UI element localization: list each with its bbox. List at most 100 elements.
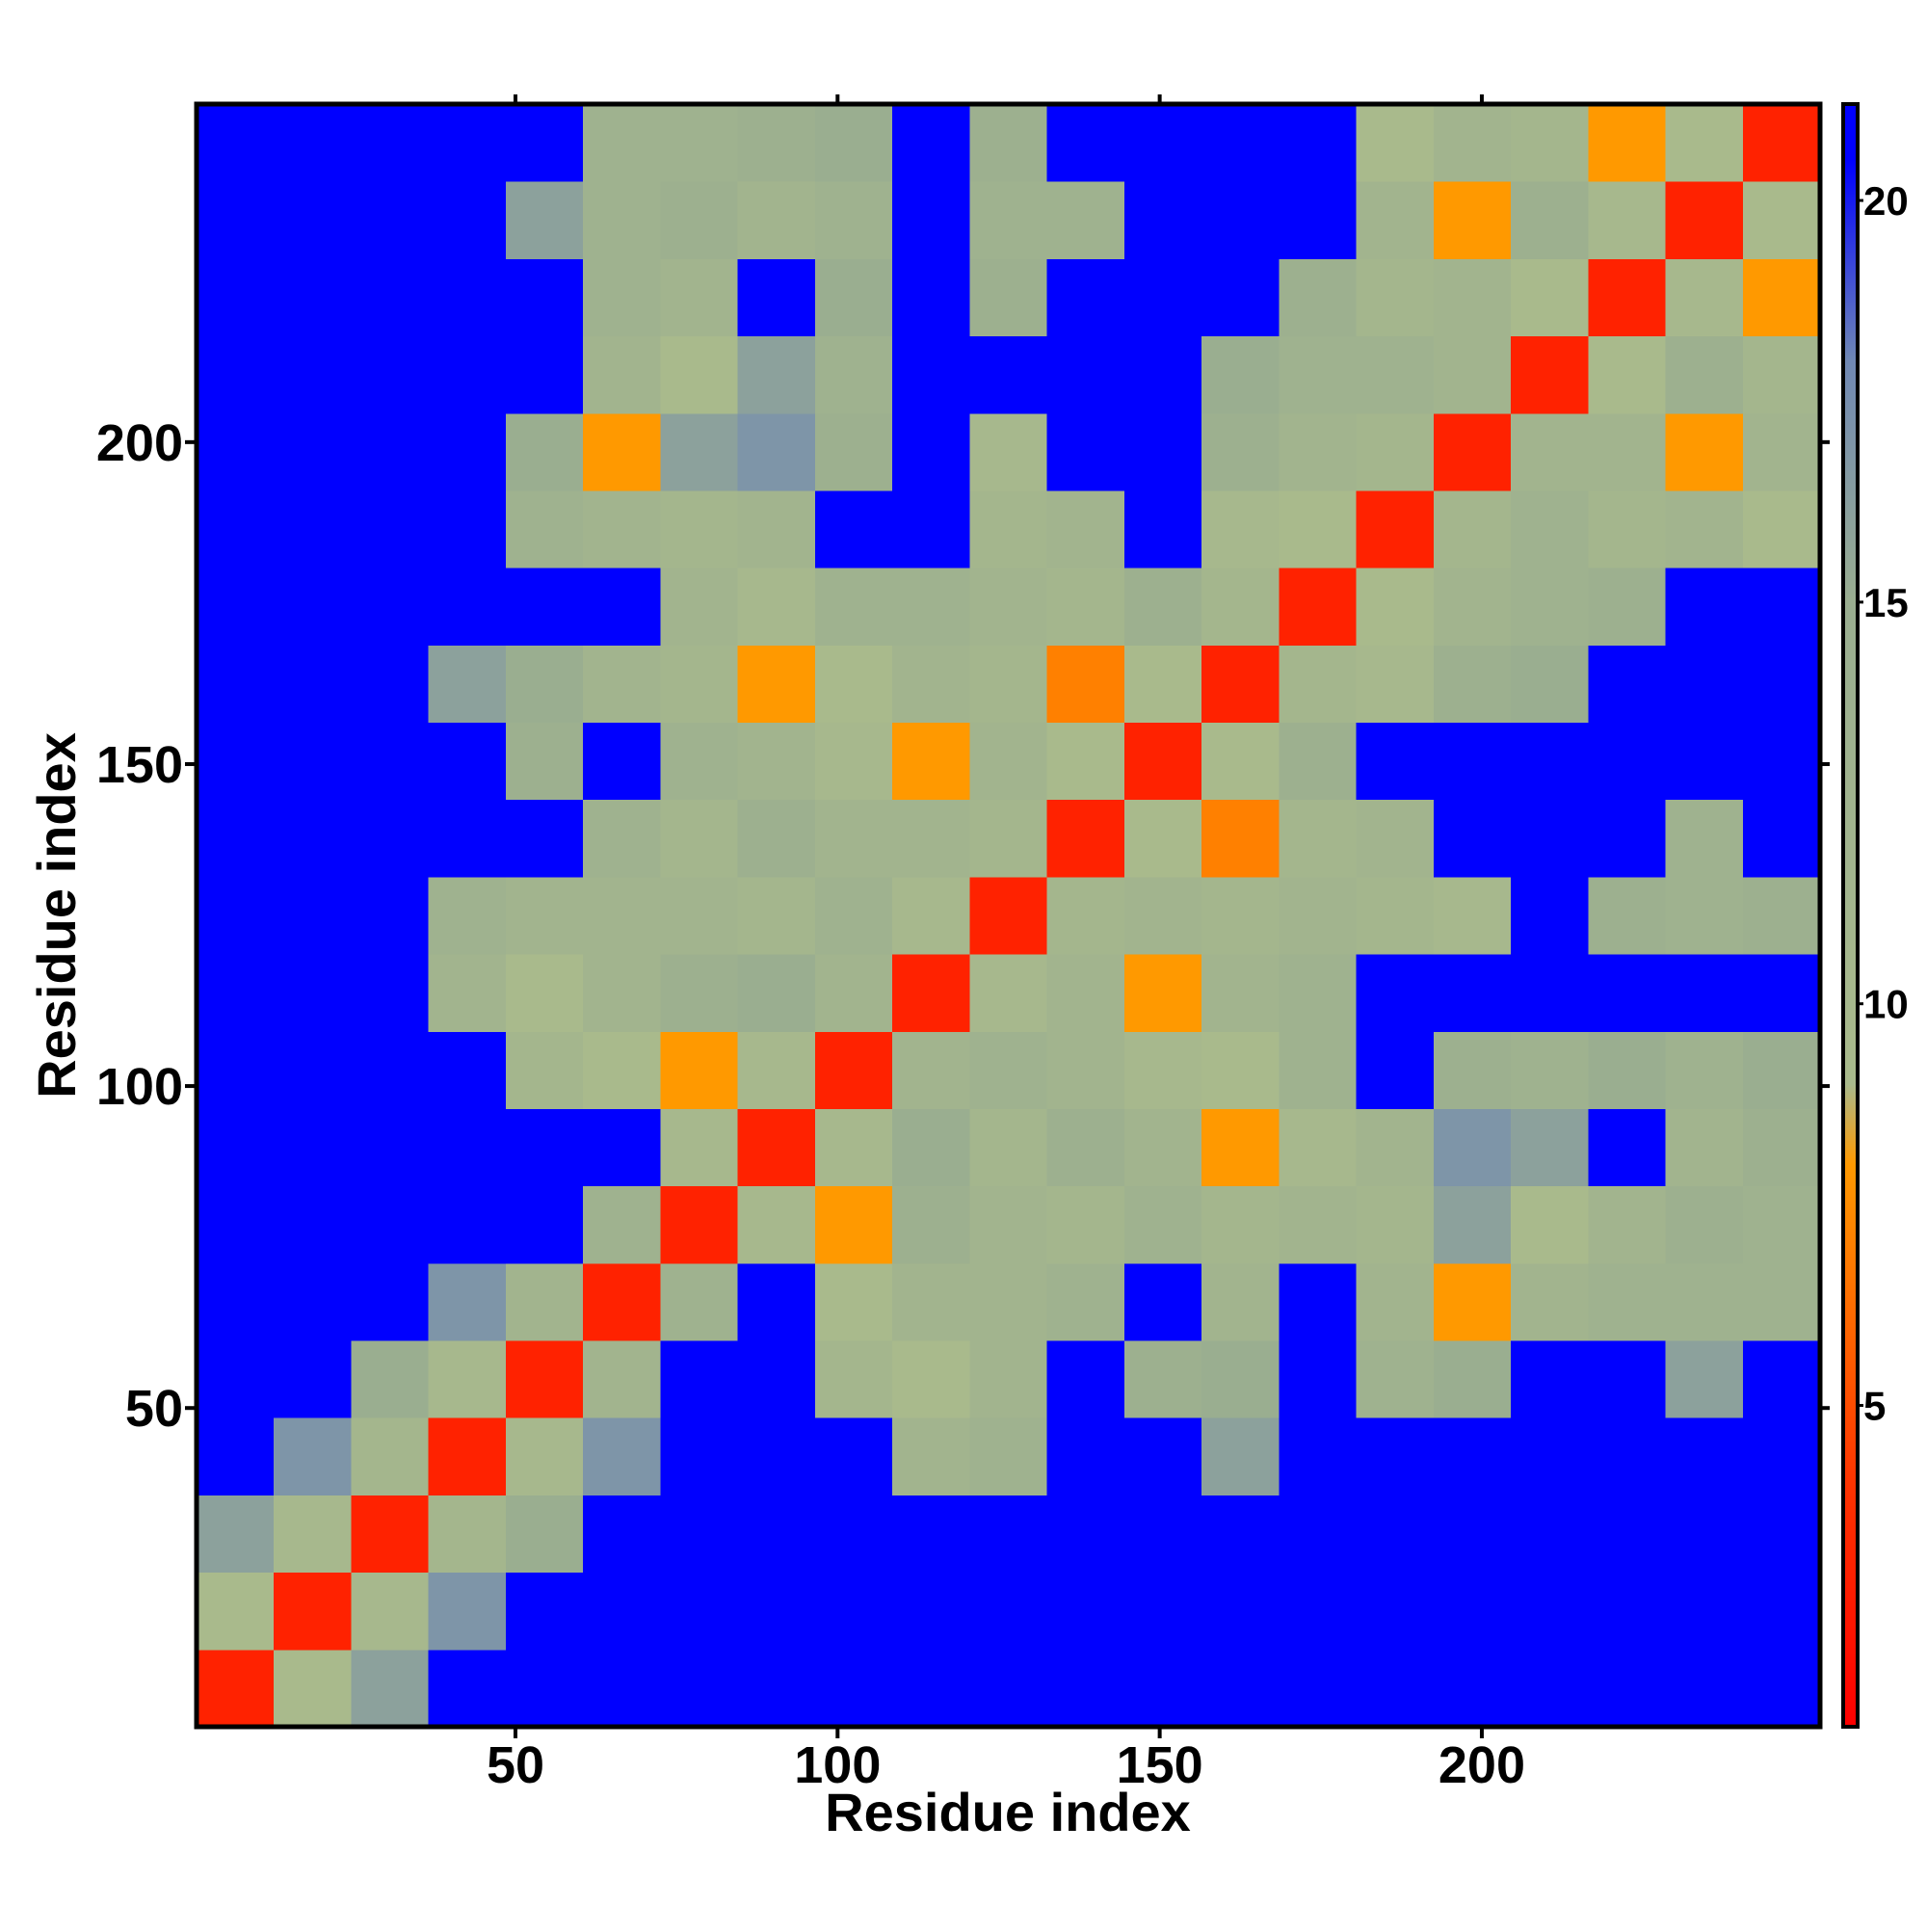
heatmap-cell <box>1665 722 1744 801</box>
heatmap-cell <box>428 645 507 724</box>
heatmap-cell <box>892 645 970 724</box>
heatmap-cell <box>814 954 893 1032</box>
heatmap-cell <box>1588 1417 1667 1495</box>
heatmap-cell <box>1046 1262 1125 1341</box>
heatmap-cell <box>1356 1108 1435 1187</box>
heatmap-cell <box>274 799 352 878</box>
heatmap-cell <box>1588 568 1667 646</box>
heatmap-cell <box>428 1108 507 1187</box>
heatmap-cell <box>428 1262 507 1341</box>
heatmap-cell <box>737 1340 816 1418</box>
heatmap-cell <box>1123 1649 1202 1728</box>
heatmap-cell <box>505 181 584 259</box>
heatmap-cell <box>1588 1262 1667 1341</box>
heatmap-cell <box>1356 1340 1435 1418</box>
heatmap-cell <box>583 722 661 801</box>
heatmap-cell <box>1433 490 1512 569</box>
heatmap-cell <box>505 954 584 1032</box>
heatmap-cell <box>505 722 584 801</box>
heatmap-cell <box>428 490 507 569</box>
heatmap-cell <box>660 1031 739 1109</box>
heatmap-cell <box>428 104 507 182</box>
heatmap-cell <box>428 799 507 878</box>
x-tick-label: 150 <box>1117 1736 1203 1794</box>
heatmap-cell <box>274 1417 352 1495</box>
heatmap-cell <box>351 104 430 182</box>
heatmap-cell <box>274 876 352 955</box>
heatmap-cell <box>1046 104 1125 182</box>
heatmap-cell <box>583 799 661 878</box>
heatmap-cell <box>969 490 1048 569</box>
heatmap-cell <box>1279 1572 1358 1651</box>
heatmap-cell <box>892 490 970 569</box>
heatmap-cell <box>428 335 507 414</box>
heatmap-cell <box>351 1108 430 1187</box>
heatmap-cell <box>1201 1262 1280 1341</box>
heatmap-cell <box>505 645 584 724</box>
heatmap-cell <box>1279 876 1358 955</box>
heatmap-cell <box>428 181 507 259</box>
heatmap-cell <box>1511 722 1589 801</box>
heatmap-cell <box>1511 1495 1589 1574</box>
heatmap-cell <box>197 1495 275 1574</box>
heatmap-cell <box>1356 1262 1435 1341</box>
heatmap-cell <box>197 799 275 878</box>
heatmap-cell <box>1201 490 1280 569</box>
heatmap-cell <box>737 181 816 259</box>
heatmap-cell <box>1201 799 1280 878</box>
heatmap-cell <box>892 1495 970 1574</box>
heatmap-cell <box>1588 412 1667 491</box>
heatmap-cell <box>892 1108 970 1187</box>
heatmap-cell <box>1279 1649 1358 1728</box>
heatmap-cell <box>583 954 661 1032</box>
heatmap-cell <box>274 1340 352 1418</box>
heatmap-cell <box>1588 1649 1667 1728</box>
heatmap-cell <box>1665 1649 1744 1728</box>
heatmap-cell <box>1046 1108 1125 1187</box>
heatmap-cell <box>1356 1185 1435 1264</box>
heatmap-cell <box>892 722 970 801</box>
heatmap-cell <box>892 1185 970 1264</box>
heatmap-cell <box>428 954 507 1032</box>
heatmap-cell <box>892 1262 970 1341</box>
heatmap-cell <box>1279 1108 1358 1187</box>
heatmap-cell <box>1433 335 1512 414</box>
heatmap-cell <box>1201 335 1280 414</box>
heatmap-cell <box>583 1185 661 1264</box>
heatmap-cell <box>1433 645 1512 724</box>
heatmap-cell <box>505 1417 584 1495</box>
heatmap-cell <box>1742 1108 1821 1187</box>
heatmap-cell <box>1511 1185 1589 1264</box>
heatmap-cell <box>197 722 275 801</box>
heatmap-cell <box>1665 1185 1744 1264</box>
heatmap-cell <box>737 799 816 878</box>
y-tick-label: 150 <box>96 736 183 794</box>
heatmap-cell <box>1511 335 1589 414</box>
heatmap-cell <box>505 258 584 337</box>
heatmap-cell <box>892 568 970 646</box>
heatmap-cell <box>274 1262 352 1341</box>
heatmap-cell <box>583 104 661 182</box>
heatmap-cell <box>660 1649 739 1728</box>
heatmap-cell <box>892 1031 970 1109</box>
heatmap-cell <box>1279 799 1358 878</box>
y-tick-label: 50 <box>125 1380 183 1438</box>
heatmap-cell <box>197 645 275 724</box>
heatmap-cells <box>197 104 1821 1728</box>
heatmap-cell <box>969 568 1048 646</box>
heatmap-cell <box>1588 1572 1667 1651</box>
heatmap-cell <box>1046 1649 1125 1728</box>
heatmap-cell <box>1511 876 1589 955</box>
heatmap-cell <box>1279 568 1358 646</box>
heatmap-cell <box>737 954 816 1032</box>
heatmap-cell <box>274 258 352 337</box>
heatmap-cell <box>1742 876 1821 955</box>
heatmap-cell <box>1511 645 1589 724</box>
heatmap-cell <box>1433 258 1512 337</box>
heatmap-cell <box>814 1340 893 1418</box>
heatmap-cell <box>1742 568 1821 646</box>
heatmap-cell <box>660 104 739 182</box>
heatmap-cell <box>1201 104 1280 182</box>
heatmap-cell <box>1511 181 1589 259</box>
